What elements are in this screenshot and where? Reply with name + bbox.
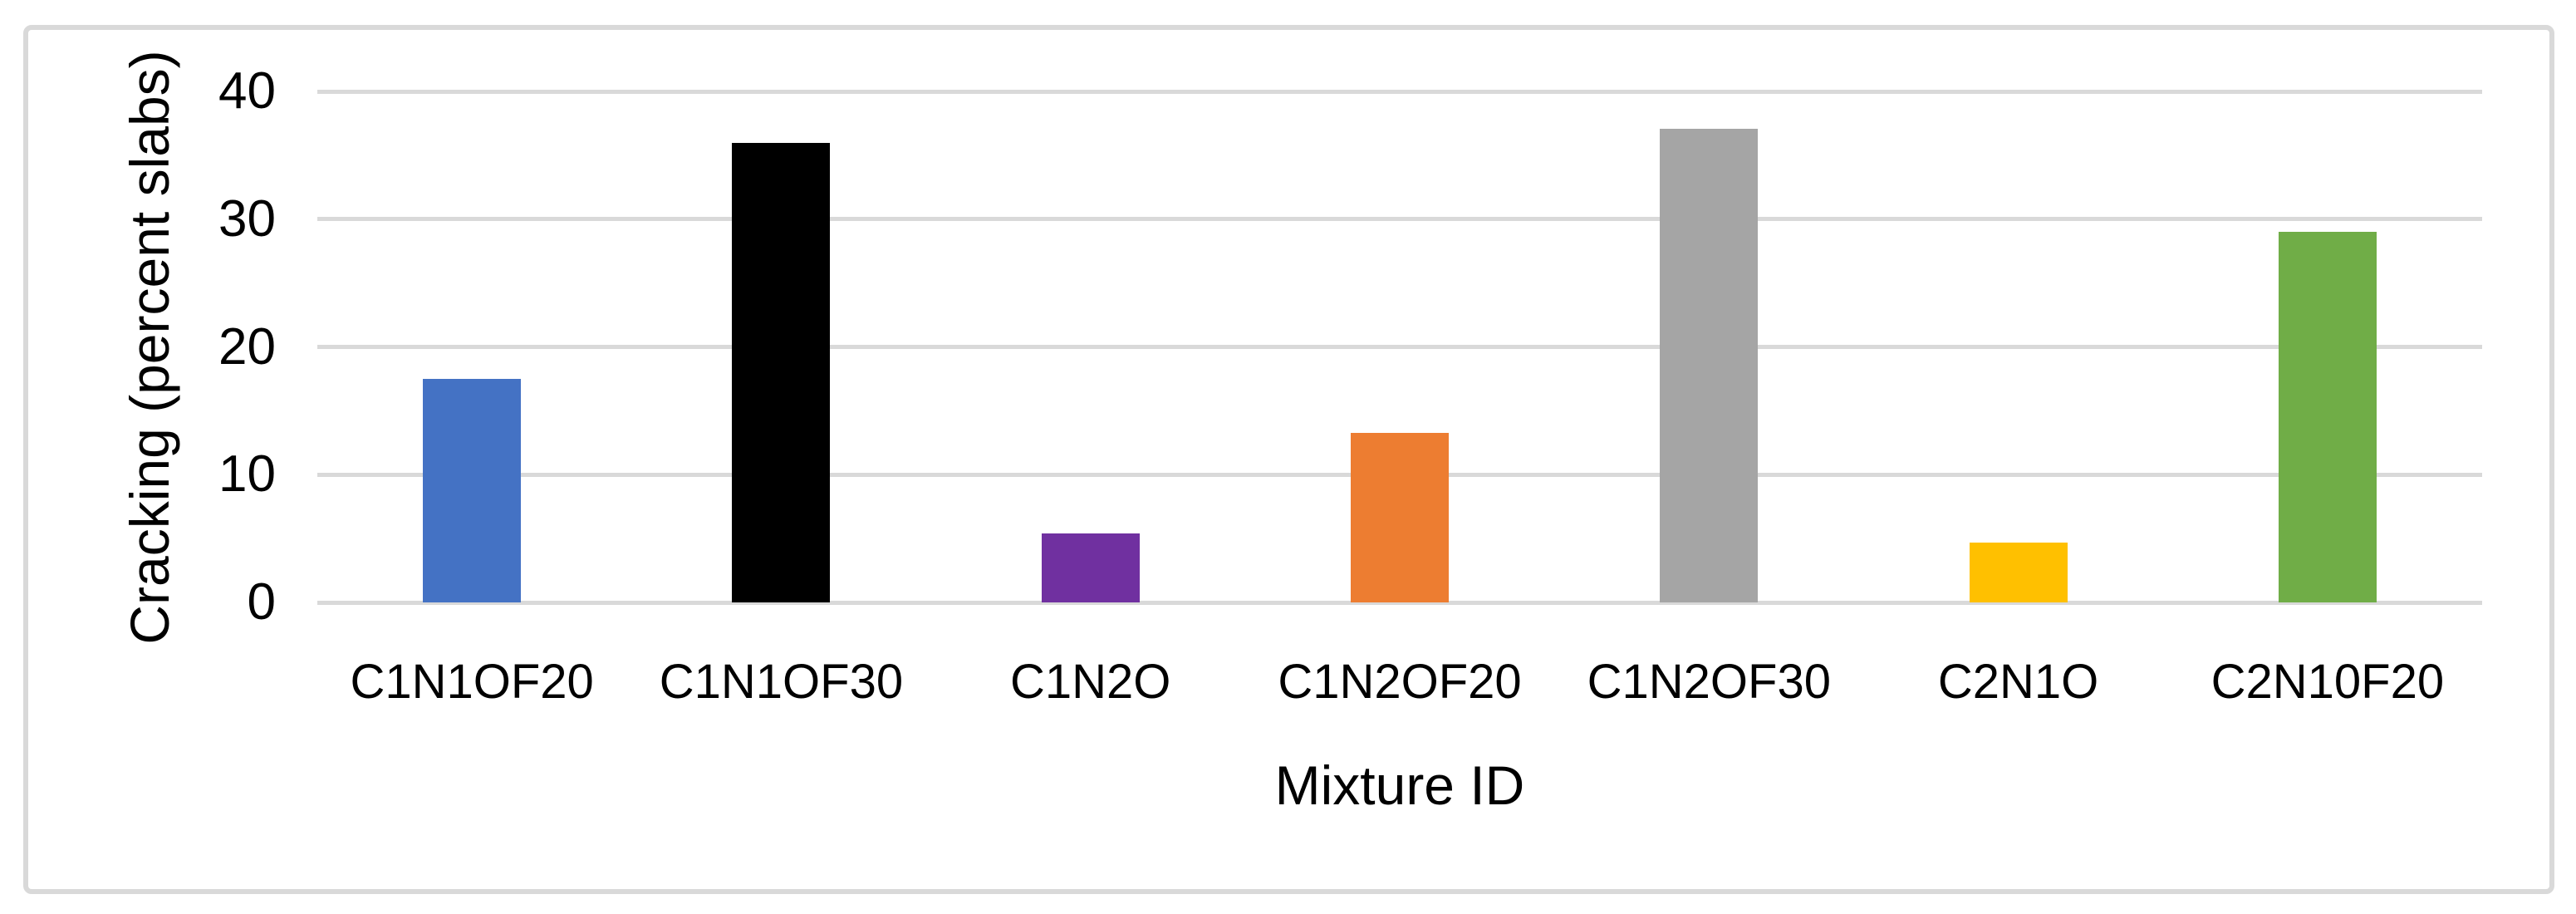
gridline-y-40: [317, 89, 2482, 94]
gridline-y-30: [317, 217, 2482, 222]
x-axis-title: Mixture ID: [1274, 754, 1525, 816]
bar-C1N2OF20: [1351, 432, 1449, 602]
y-tick-label-40: 40: [218, 62, 276, 120]
y-tick-label-20: 20: [218, 317, 276, 376]
x-category-label-C1N1OF20: C1N1OF20: [350, 655, 594, 709]
y-tick-label-30: 30: [218, 189, 276, 248]
y-tick-label-0: 0: [247, 573, 276, 631]
x-category-label-C2N1O: C2N1O: [1937, 655, 2099, 709]
y-axis-title: Cracking (percent slabs): [119, 50, 180, 645]
gridline-y-0: [317, 600, 2482, 605]
x-category-label-C2N10F20: C2N10F20: [2210, 655, 2445, 709]
x-category-label-C1N2OF20: C1N2OF20: [1278, 655, 1522, 709]
bar-C2N1O: [1969, 542, 2068, 602]
bar-C1N1OF20: [423, 378, 522, 602]
bar-C1N1OF30: [732, 142, 831, 602]
x-category-label-C1N2OF30: C1N2OF30: [1587, 655, 1831, 709]
gridline-y-20: [317, 345, 2482, 349]
y-tick-label-10: 10: [218, 445, 276, 504]
x-category-label-C1N2O: C1N2O: [1010, 655, 1171, 709]
bar-C1N2OF30: [1660, 128, 1759, 602]
bar-C1N2O: [1041, 533, 1140, 602]
bar-C2N10F20: [2278, 232, 2377, 602]
x-category-label-C1N1OF30: C1N1OF30: [659, 655, 904, 709]
